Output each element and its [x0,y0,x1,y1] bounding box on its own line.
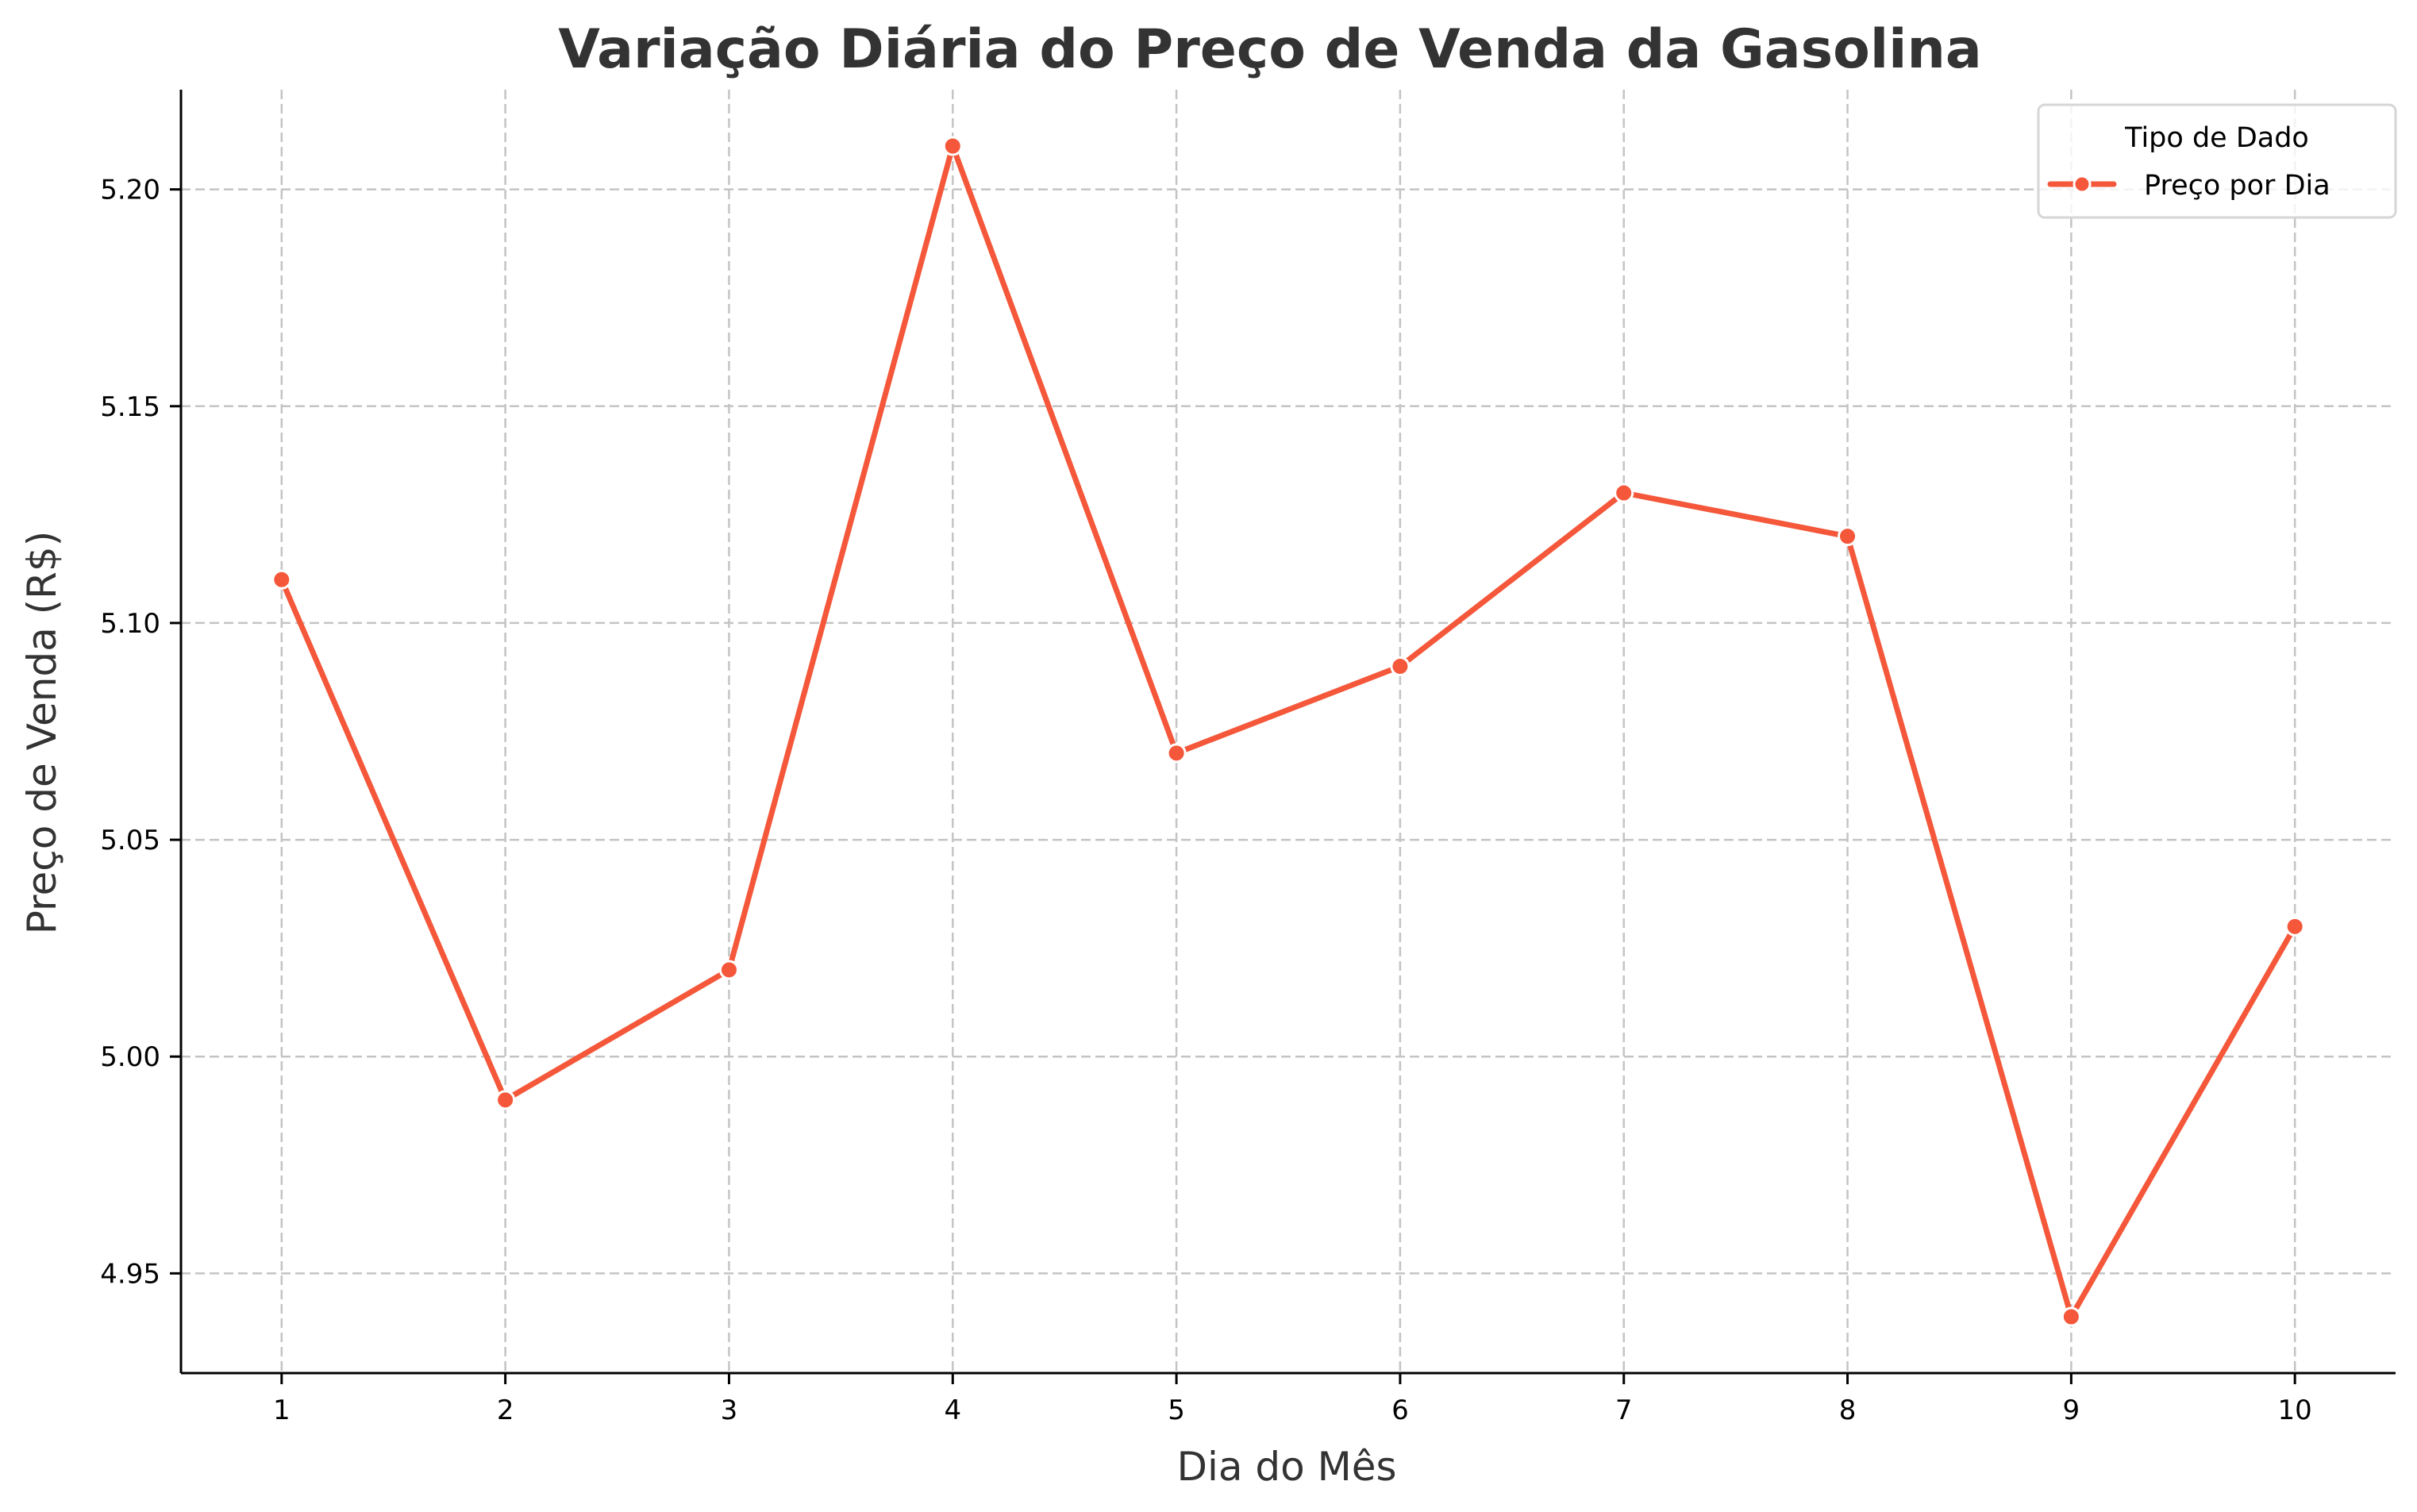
legend-box [2037,103,2397,219]
legend: Tipo de Dado Preço por Dia [2037,103,2397,219]
grid [181,90,2396,1373]
legend-label: Preço por Dia [2144,170,2330,202]
y-tick-label-2: 5.00 [100,1041,160,1073]
data-point-day-7 [1614,483,1634,503]
x-tick-label-2: 2 [497,1395,514,1426]
y-tick-label-4: 5.10 [100,608,160,640]
x-tick-label-3: 3 [721,1395,738,1426]
x-tick-label-4: 4 [944,1395,961,1426]
x-tick-label-6: 6 [1391,1395,1409,1426]
data-point-day-1 [271,569,292,590]
x-tick-label-10: 10 [2278,1395,2312,1426]
data-point-day-10 [2284,916,2305,937]
data-point-day-2 [495,1090,516,1110]
chart-title: Variação Diária do Preço de Venda da Gas… [558,18,1982,81]
axes [179,90,2396,1375]
series [271,136,2305,1327]
data-point-day-8 [1838,526,1858,547]
series-line-1 [279,143,2298,1320]
x-tick-label-1: 1 [273,1395,291,1426]
x-tick-label-9: 9 [2063,1395,2080,1426]
y-tick-label-3: 5.05 [100,825,160,856]
ticks: 1 2 3 4 5 6 7 8 9 10 4.95 5.00 5.05 5.10 5.15 5.20 [100,175,2312,1426]
data-point-day-9 [2061,1306,2081,1327]
legend-title: Tipo de Dado [2124,122,2309,154]
y-axis-label: Preço de Venda (R$) [19,531,65,934]
x-tick-label-5: 5 [1168,1395,1185,1426]
x-axis-label: Dia do Mês [1176,1444,1396,1490]
legend-marker-swatch [2073,175,2092,194]
data-point-day-3 [718,960,739,980]
x-tick-label-8: 8 [1839,1395,1857,1426]
x-tick-label-7: 7 [1615,1395,1633,1426]
y-tick-label-5: 5.15 [100,391,160,423]
data-point-day-6 [1390,656,1411,677]
data-point-day-5 [1166,743,1187,764]
data-point-day-4 [942,136,963,156]
y-tick-label-1: 4.95 [100,1258,160,1290]
y-tick-label-6: 5.20 [100,175,160,206]
